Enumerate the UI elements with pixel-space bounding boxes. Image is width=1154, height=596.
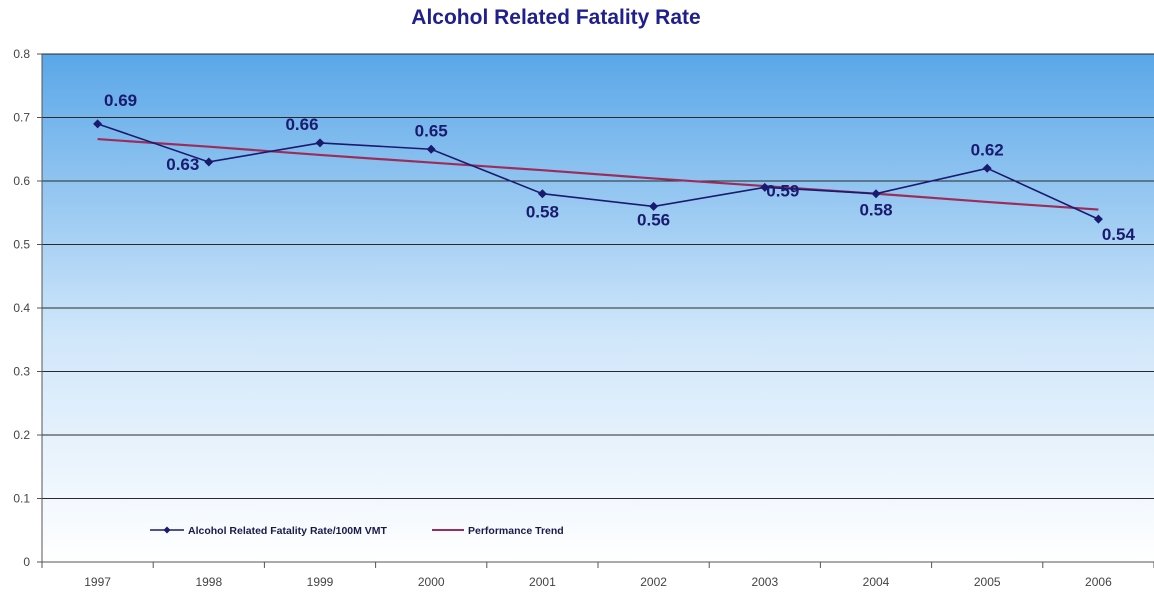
data-point-2005 (982, 163, 992, 173)
series-line-fatality-rate (97, 123, 1099, 220)
data-point-2002 (649, 201, 659, 211)
x-tick-label-2000: 2000 (418, 575, 445, 589)
x-tick-label-2003: 2003 (751, 575, 778, 589)
y-tick-label-0.4: 0.4 (13, 301, 30, 315)
data-label-2003: 0.59 (766, 181, 799, 200)
x-tick-label-1998: 1998 (195, 575, 222, 589)
y-tick-label-0.3: 0.3 (13, 365, 30, 379)
data-point-2001 (537, 189, 547, 199)
data-labels: 0.69 0.63 0.66 0.65 0.58 0.56 0.59 0.58 0.62 0.54 (104, 91, 1135, 244)
x-tick-label-2005: 2005 (974, 575, 1001, 589)
data-point-2006 (1093, 214, 1103, 224)
y-tick-label-0.5: 0.5 (13, 238, 30, 252)
x-tick-label-1999: 1999 (307, 575, 334, 589)
data-label-1999: 0.66 (285, 115, 318, 134)
data-label-2006: 0.54 (1102, 225, 1136, 244)
gridlines (42, 53, 1154, 499)
data-label-2000: 0.65 (415, 121, 448, 140)
x-tick-label-2004: 2004 (863, 575, 890, 589)
data-point-1999 (315, 138, 325, 148)
data-label-2004: 0.58 (859, 201, 892, 220)
y-tick-label-0.7: 0.7 (13, 111, 30, 125)
data-label-2002: 0.56 (637, 210, 670, 229)
x-tick-label-2001: 2001 (529, 575, 556, 589)
legend-label-fatality-rate: Alcohol Related Fatality Rate/100M VMT (188, 525, 388, 537)
data-point-2000 (426, 144, 436, 154)
data-point-1998 (204, 157, 214, 167)
data-point-2003 (760, 182, 770, 192)
data-label-2005: 0.62 (971, 140, 1004, 159)
x-tick-label-1997: 1997 (84, 575, 111, 589)
legend: Alcohol Related Fatality Rate/100M VMT Pe… (150, 525, 564, 537)
legend-label-performance-trend: Performance Trend (468, 525, 564, 537)
series-layer (93, 119, 1103, 224)
y-tick-label-0.1: 0.1 (13, 492, 30, 506)
y-tick-label-0.8: 0.8 (13, 47, 30, 61)
x-tick-label-2002: 2002 (640, 575, 667, 589)
data-label-1997: 0.69 (104, 91, 137, 110)
chart-title: Alcohol Related Fatality Rate (411, 6, 700, 29)
x-tick-label-2006: 2006 (1085, 575, 1112, 589)
legend-marker-fatality-rate (163, 526, 171, 534)
series-line-performance-trend (97, 137, 1099, 211)
data-label-1998: 0.63 (166, 155, 199, 174)
axes: 0 0.1 0.2 0.3 0.4 0.5 0.6 0.7 0.8 1997 1998 1999 200… (13, 47, 1154, 589)
y-tick-label-0: 0 (23, 555, 30, 569)
y-tick-label-0.6: 0.6 (13, 174, 30, 188)
data-point-1997 (93, 119, 103, 129)
data-label-2001: 0.58 (526, 203, 559, 222)
y-tick-label-0.2: 0.2 (13, 428, 30, 442)
data-point-2004 (871, 189, 881, 199)
